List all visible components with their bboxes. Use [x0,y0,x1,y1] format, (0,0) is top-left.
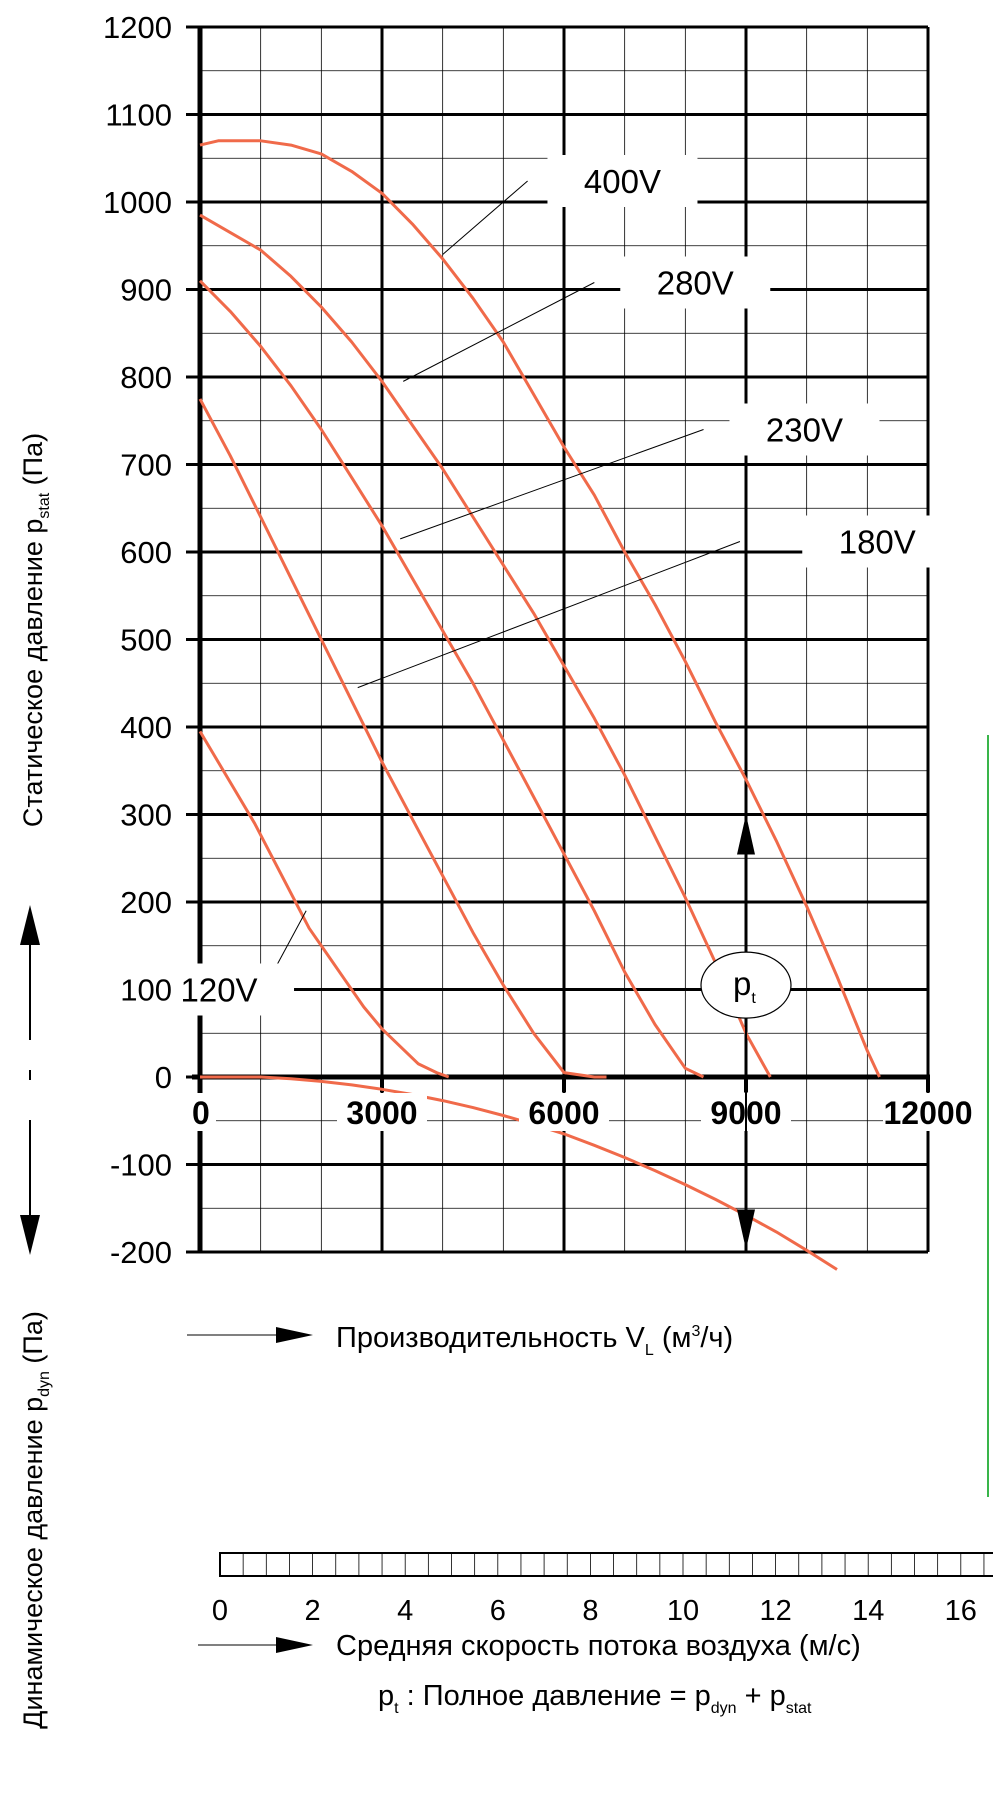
x-tick-label-bg [337,1093,427,1131]
velocity-tick-label: 2 [305,1595,321,1627]
callout-bg [802,515,953,568]
ylabel-static-text: Статическое давление pstat (Па) [18,433,53,827]
y-tick-label: -200 [110,1235,172,1270]
velocity-tick-label: 12 [759,1595,791,1627]
callout-bg [620,256,771,309]
formula: pt : Полное давление = pdyn + pstat [378,1680,812,1717]
callout-leader [442,180,528,255]
callout-leader [403,282,595,382]
ylabel-static: Статическое давление pstat (Па) [18,433,53,827]
velocity-bar [219,1552,993,1577]
xlabel-caption: Производительность VL (м3/ч) [187,1322,733,1359]
y-tick-label: 700 [120,448,172,483]
x-tick-label: 3000 [346,1095,417,1131]
axes [186,25,930,1254]
velocity-tick-label: 10 [667,1595,699,1627]
callout-bg [547,155,698,207]
x-tick-labels: 0 3000 6000 9000 12000 [190,1093,973,1131]
pt-arrow-up [737,814,755,855]
series-line-230v [198,279,705,1079]
callout-leader [357,541,741,689]
callout-bg [729,403,880,456]
pt-marker: pt [700,814,792,1250]
curves [198,139,881,1271]
series-line-400v [199,139,881,1078]
series-line-280v [199,213,772,1078]
callout-label-400v: 400V [584,163,661,200]
y-tick-label: 0 [155,1060,172,1095]
series-line-120v [198,730,450,1079]
series-line-p_dyn [200,1075,838,1271]
major-grid [198,25,930,1254]
callout-label-230v: 230V [766,412,843,449]
x-tick-label: 12000 [884,1095,973,1131]
x-tick-label-bg [519,1093,609,1131]
callout-leader [400,429,704,540]
y-tick-label: 300 [120,798,172,833]
xlabel-text: Производительность VL (м3/ч) [336,1322,733,1359]
y-tick-label: -100 [110,1148,172,1183]
y-tick-label: 600 [120,535,172,570]
velocity-tick-label: 16 [945,1595,977,1627]
pt-label: pt [733,965,756,1007]
y-tick-label: 100 [120,973,172,1008]
callout-bg [144,963,295,1016]
y-tick-label: 200 [120,885,172,920]
formula-text: pt : Полное давление = pdyn + pstat [378,1680,812,1717]
direction-arrows [20,905,40,1255]
y-tick-label: 900 [120,273,172,308]
velocity-tick-label: 8 [582,1595,598,1627]
velocity-caption: Средняя скорость потока воздуха (м/с) [198,1630,861,1662]
velocity-tick-label: 14 [852,1595,884,1627]
velocity-tick-label: 4 [397,1595,413,1627]
callout-label-120v: 120V [180,972,257,1009]
y-tick-labels: 1200110010009008007006005004003002001000… [103,10,172,1270]
voltage-callouts: 400V 280V 230V 180V 120V [144,155,953,1016]
x-tick-label-bg [190,1093,216,1131]
x-tick-label-bg [883,1093,973,1131]
pt-arrow-down [737,1209,755,1250]
y-tick-label: 1100 [105,98,172,133]
y-tick-label: 500 [120,623,172,658]
series-line-180v [198,398,607,1079]
x-tick-label: 6000 [528,1095,599,1131]
pt-bubble [700,951,792,1019]
y-tick-label: 1200 [103,10,172,45]
ylabel-dynamic-text: Динамическое давление pdyn (Па) [18,1311,53,1729]
y-tick-label: 800 [120,360,172,395]
y-tick-label: 1000 [103,185,172,220]
callout-label-280v: 280V [657,265,734,302]
velocity-caption-text: Средняя скорость потока воздуха (м/с) [336,1630,861,1662]
ylabel-dynamic: Динамическое давление pdyn (Па) [18,1311,53,1729]
y-tick-label: 400 [120,710,172,745]
callout-label-180v: 180V [839,524,916,561]
velocity-scale: 024681012141618 [212,1552,993,1627]
velocity-tick-label: 0 [212,1595,228,1627]
x-tick-label: 0 [192,1095,210,1131]
velocity-tick-label: 6 [490,1595,506,1627]
